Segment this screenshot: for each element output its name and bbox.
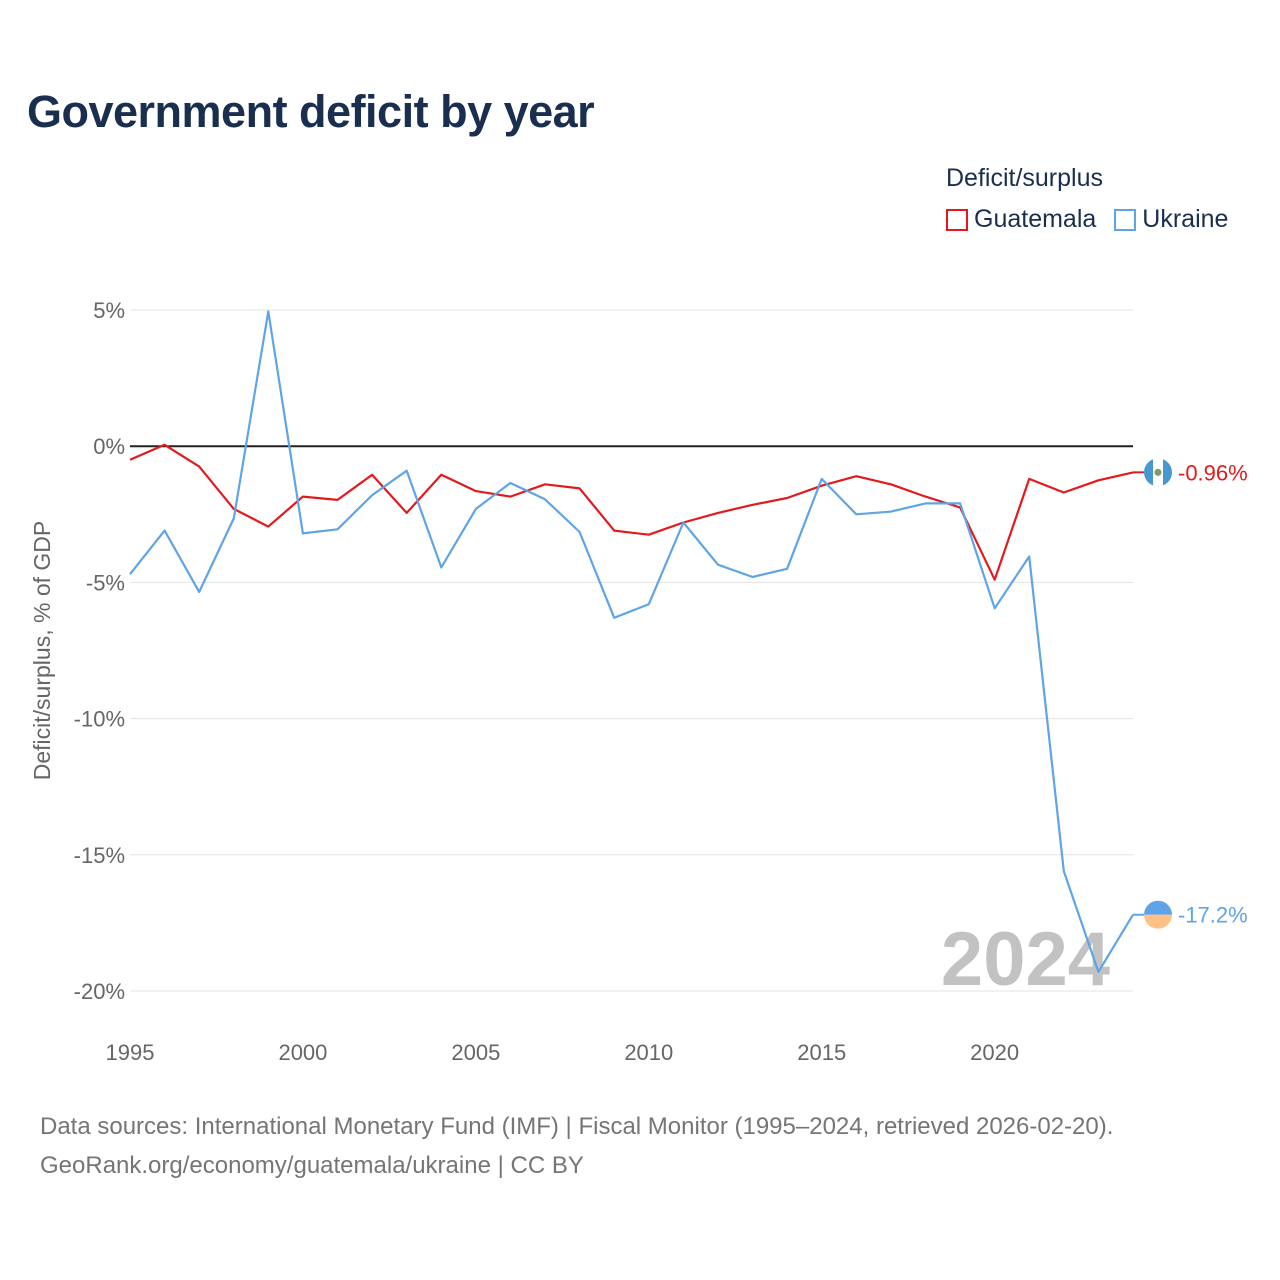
legend-label-ukraine: Ukraine [1142, 205, 1229, 233]
flag-ukraine-lower [1144, 914, 1172, 929]
legend-title: Deficit/surplus [946, 164, 1103, 192]
y-tick-label: -10% [74, 707, 125, 732]
y-tick-label: -20% [74, 979, 125, 1004]
y-tick-label: 5% [93, 298, 125, 323]
footer-attribution: GeoRank.org/economy/guatemala/ukraine | … [40, 1152, 584, 1179]
flag-guatemala-emblem [1154, 468, 1162, 476]
x-tick-label: 2010 [624, 1040, 673, 1065]
chart-title: Government deficit by year [27, 86, 595, 137]
legend-label-guatemala: Guatemala [974, 205, 1097, 233]
line-chart: 5% 0% -5% -10% -15% -20% 1995 2000 2005 2010 2015 2… [29, 298, 1248, 1065]
footer-sources: Data sources: International Monetary Fun… [40, 1113, 1114, 1140]
legend: Guatemala Ukraine [946, 205, 1228, 234]
year-watermark: 2024 [941, 917, 1110, 1002]
y-axis-label: Deficit/surplus, % of GDP [29, 521, 55, 780]
legend-swatch-ukraine [1114, 208, 1137, 231]
x-tick-label: 2000 [278, 1040, 327, 1065]
flag-ukraine-icon [1144, 900, 1172, 915]
end-value-label-guatemala: -0.96% [1178, 460, 1248, 485]
series-line-ukraine [129, 310, 1134, 974]
x-tick-label: 2015 [797, 1040, 846, 1065]
legend-item-guatemala[interactable]: Guatemala [946, 205, 1096, 234]
x-tick-label: 2005 [451, 1040, 500, 1065]
end-value-label-ukraine: -17.2% [1178, 903, 1248, 928]
series-line-guatemala [129, 443, 1134, 581]
legend-item-ukraine[interactable]: Ukraine [1114, 205, 1228, 234]
footer: Data sources: International Monetary Fun… [40, 1107, 1113, 1185]
y-tick-label: 0% [93, 434, 125, 459]
x-tick-label: 1995 [106, 1040, 155, 1065]
legend-swatch-guatemala [946, 208, 968, 231]
y-tick-label: -15% [74, 843, 125, 868]
x-tick-label: 2020 [970, 1040, 1019, 1065]
y-tick-label: -5% [86, 570, 125, 595]
